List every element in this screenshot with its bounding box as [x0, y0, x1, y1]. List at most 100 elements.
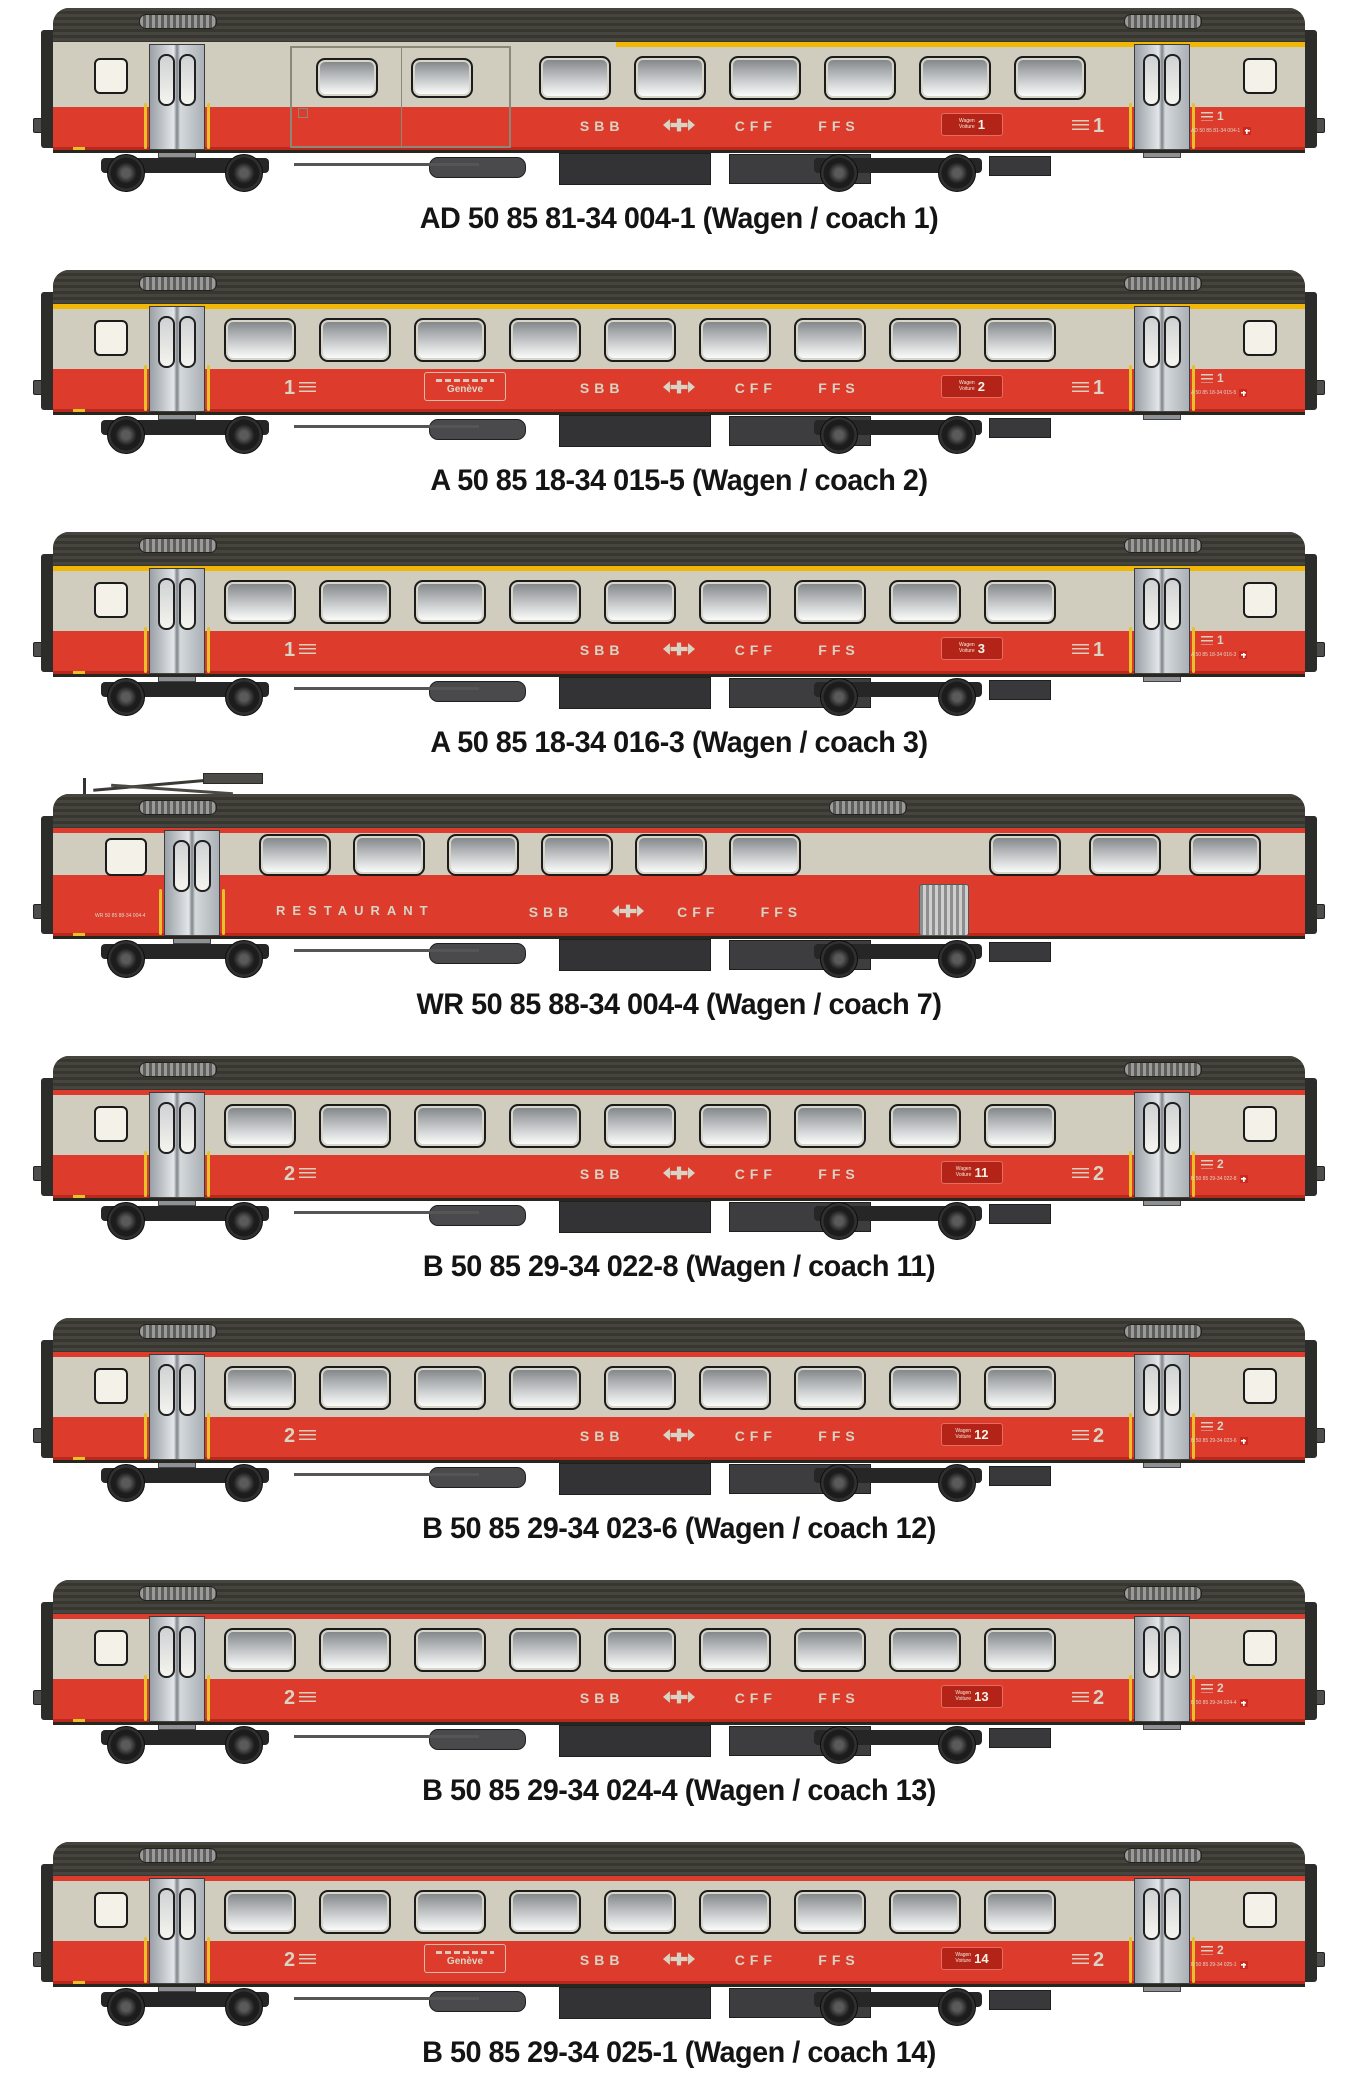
- technical-inscriptions: B 50 85 29-34 023-6: [1191, 1437, 1248, 1445]
- passenger-window: [919, 56, 991, 100]
- smoking-text-lines: [299, 1168, 317, 1180]
- passenger-window: [414, 1628, 486, 1672]
- roof-vent-icon: [139, 800, 217, 815]
- brand-cff: CFF: [734, 1690, 777, 1706]
- route-board-cities: [436, 378, 494, 382]
- coach-end-left: [41, 1078, 53, 1196]
- underframe-tank: [429, 1991, 526, 2012]
- passenger-window: [224, 1366, 296, 1410]
- passenger-window: [1189, 834, 1261, 876]
- underframe-battery-box: [559, 677, 711, 709]
- solebar: [53, 1984, 1305, 1987]
- swiss-flag-icon: [1239, 1961, 1248, 1969]
- wheel-icon: [225, 416, 263, 454]
- coach-roof: [53, 1842, 1305, 1880]
- coach-number-plate-labels: Wagen Voiture: [955, 1166, 972, 1178]
- door-window: [1143, 316, 1160, 368]
- passenger-window: [259, 834, 331, 876]
- toilet-window: [1243, 1630, 1277, 1666]
- smoking-text-lines: [299, 382, 317, 394]
- underframe-pipe: [294, 949, 479, 952]
- class-marking-mid: 1: [1072, 640, 1104, 660]
- entrance-door-left: [144, 1092, 210, 1206]
- coach-end-right: [1305, 292, 1317, 410]
- class-numeral: 2: [1093, 1163, 1105, 1185]
- roof-vent-icon: [139, 276, 217, 291]
- coach-section: 1 SBB CFF FFS: [0, 524, 1358, 786]
- passenger-window: [699, 1104, 771, 1148]
- technical-inscriptions: AD 50 85 81-34 004-1: [1191, 127, 1252, 135]
- underframe-tank: [429, 1205, 526, 1226]
- passenger-window: [319, 580, 391, 624]
- passenger-window: [889, 1366, 961, 1410]
- grab-handle: [207, 1151, 210, 1197]
- class-stripe: [53, 1090, 1305, 1095]
- wheel-icon: [107, 416, 145, 454]
- underframe-pipe: [294, 1473, 479, 1476]
- door-window: [179, 578, 196, 630]
- toilet-window: [1243, 58, 1277, 94]
- coach-number-plate: Wagen Voiture 14: [942, 1948, 1002, 1969]
- passenger-window: [509, 1628, 581, 1672]
- roof-vent-icon: [139, 1848, 217, 1863]
- brand-cff: CFF: [677, 904, 720, 920]
- roof-vent-icon: [1124, 14, 1202, 29]
- roof-vent-icon: [829, 800, 907, 815]
- wheel-icon: [107, 1202, 145, 1240]
- coach-section: 2 SBB CFF FFS: [0, 1572, 1358, 1834]
- grab-handle: [1129, 103, 1132, 149]
- solebar: [53, 674, 1305, 677]
- bogie-right: [814, 1460, 982, 1504]
- class-numeral: 2: [1217, 1157, 1224, 1171]
- wheel-icon: [938, 1988, 976, 2026]
- grab-handle: [1192, 1675, 1195, 1721]
- underframe-battery-box: [559, 153, 711, 185]
- class-marking-right: 2: [1201, 1420, 1224, 1432]
- wheel-icon: [225, 1726, 263, 1764]
- entrance-door-right: [1129, 306, 1195, 420]
- coach-number-plate-labels: Wagen Voiture: [959, 642, 975, 654]
- coach-end-left: [41, 554, 53, 672]
- coach-illustration: 1 SBB CFF FFS: [33, 524, 1325, 724]
- class-marking-mid: 2: [1072, 1688, 1104, 1708]
- coach-roof: [53, 1318, 1305, 1356]
- class-numeral: 2: [284, 1687, 296, 1709]
- underframe-pipe: [294, 425, 479, 428]
- uic-number: B 50 85 29-34 024-4: [1191, 1699, 1237, 1706]
- passenger-window: [604, 1890, 676, 1934]
- coach-number-plate: Wagen Voiture 12: [942, 1424, 1002, 1445]
- coach-roof: [53, 1580, 1305, 1618]
- brand-ffs: FFS: [818, 1428, 860, 1444]
- wheel-icon: [225, 1202, 263, 1240]
- door-window: [1164, 1102, 1181, 1154]
- door-window: [158, 578, 175, 630]
- entrance-door-right: [1129, 1616, 1195, 1730]
- toilet-window: [94, 320, 128, 356]
- grab-handle: [1192, 365, 1195, 411]
- route-board: Genève: [424, 1944, 506, 1973]
- underframe-small-box: [989, 1990, 1051, 2010]
- passenger-window: [319, 318, 391, 362]
- coach-section: RESTAURANT SBB CFF FFS: [0, 773, 1358, 1048]
- coach-number-plate-labels: Wagen Voiture: [959, 380, 975, 392]
- grab-handle: [1129, 365, 1132, 411]
- door-window: [179, 316, 196, 368]
- sbb-logo-icon: [663, 1689, 695, 1705]
- brand-ffs: FFS: [760, 904, 803, 920]
- coach-body: [53, 1352, 1305, 1460]
- coach-caption: B 50 85 29-34 024-4 (Wagen / coach 13): [422, 1774, 936, 1807]
- door-window: [158, 316, 175, 368]
- coach-number-plate-labels: Wagen Voiture: [955, 1428, 972, 1440]
- bogie-right: [814, 1984, 982, 2028]
- grab-handle: [207, 627, 210, 673]
- class-marking-mid: 2: [1072, 1426, 1104, 1446]
- coach-end-left: [41, 1602, 53, 1720]
- sbb-logo-icon: [663, 379, 695, 395]
- smoking-text-lines: [1201, 1683, 1213, 1693]
- door-window: [1143, 578, 1160, 630]
- class-stripe: [53, 1614, 1305, 1619]
- smoking-text-lines: [1201, 1421, 1213, 1431]
- grab-handle: [144, 1675, 147, 1721]
- technical-inscriptions: B 50 85 29-34 024-4: [1191, 1699, 1248, 1707]
- class-marking-right: 2: [1201, 1682, 1224, 1694]
